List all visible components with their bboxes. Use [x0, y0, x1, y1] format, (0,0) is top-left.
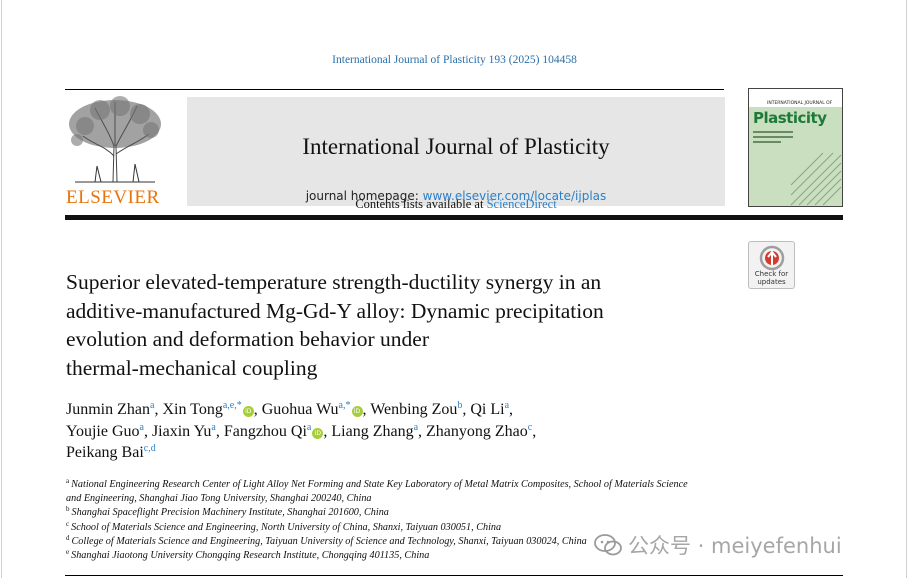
header-thick-rule [65, 215, 843, 220]
author-sep: , [362, 401, 371, 418]
author-affil-ref[interactable]: a [150, 400, 155, 411]
check-for-updates-button[interactable]: Check for updates [748, 241, 795, 289]
author-name[interactable]: Jiaxin Yu [151, 422, 212, 440]
author-name[interactable]: Xin Tong [162, 401, 223, 418]
homepage-link[interactable]: www.elsevier.com/locate/ijplas [422, 189, 607, 203]
contents-line: Contents lists available at ScienceDirec… [187, 197, 725, 212]
wechat-icon [594, 534, 622, 556]
author-name[interactable]: Peikang Bai [66, 444, 144, 461]
affiliation-item: e Shanghai Jiaotong University Chongqing … [66, 549, 726, 563]
update-check-icon [759, 245, 785, 271]
orcid-icon[interactable]: iD [312, 427, 324, 439]
author-sep: , [418, 422, 427, 440]
author-sep: , [462, 401, 471, 418]
homepage-line: journal homepage: www.elsevier.com/locat… [187, 189, 725, 203]
author-name[interactable]: Zhanyong Zhao [426, 422, 528, 440]
author-sep: , [215, 422, 224, 440]
author-sep: , [253, 401, 262, 418]
author-name[interactable]: Fangzhou Qi [223, 422, 307, 440]
wechat-watermark: 公众号 · meiyefenhui [594, 530, 842, 560]
elsevier-tree-logo [65, 96, 165, 208]
author-affil-ref[interactable]: a [504, 400, 510, 411]
affiliation-text: College of Materials Science and Enginee… [71, 535, 587, 547]
contents-prefix: Contents lists available at [355, 197, 487, 211]
journal-banner: Contents lists available at ScienceDirec… [187, 97, 725, 211]
cover-header [749, 89, 842, 107]
affiliation-text: Shanghai Jiaotong University Chongqing R… [71, 550, 430, 562]
sciencedirect-link[interactable]: ScienceDirect [486, 197, 557, 211]
check-updates-label: Check for updates [754, 270, 789, 286]
affiliation-label: d [66, 533, 70, 542]
affiliation-text: Shanghai Spaceflight Precision Machinery… [71, 507, 389, 519]
affiliation-text: School of Materials Science and Engineer… [71, 521, 502, 533]
cover-text-lines [753, 131, 793, 146]
affiliation-label: a [66, 477, 70, 485]
author-name[interactable]: Qi Li [470, 401, 505, 418]
title-line: Superior elevated-temperature strength-d… [66, 270, 602, 294]
author-affil-ref[interactable]: a,e,* [222, 400, 242, 411]
title-line: thermal-mechanical coupling [66, 355, 318, 380]
author-line: Junmin Zhana, Xin Tonga,e,*iD, Guohua Wu… [66, 399, 706, 421]
journal-citation[interactable]: International Journal of Plasticity 193 … [332, 54, 577, 66]
author-line: Peikang Baic,d [66, 442, 706, 464]
orcid-icon[interactable]: iD [242, 406, 254, 417]
affiliation-label: e [66, 548, 70, 557]
affiliation-label: b [66, 505, 70, 514]
homepage-prefix: journal homepage: [305, 189, 423, 203]
elsevier-wordmark: ELSEVIER [66, 187, 160, 208]
author-sep: , [143, 422, 152, 440]
author-name[interactable]: Wenbing Zou [370, 401, 458, 418]
affiliation-item: d College of Materials Science and Engine… [66, 533, 726, 549]
bottom-rule [65, 575, 843, 576]
author-name[interactable]: Guohua Wu [261, 401, 339, 418]
cover-small-text: INTERNATIONAL JOURNAL OF [767, 101, 833, 106]
author-list: Junmin Zhana, Xin Tonga,e,*iD, Guohua Wu… [66, 399, 706, 464]
affiliation-item: and Engineering, Shanghai Jiao Tong Univ… [66, 492, 726, 506]
author-affil-ref[interactable]: a [139, 421, 144, 433]
author-line: Youjie Guoa, Jiaxin Yua, Fangzhou QiaiD,… [66, 421, 706, 443]
affiliation-item: b Shanghai Spaceflight Precision Machiner… [66, 506, 726, 520]
author-sep: , [323, 422, 332, 440]
author-sep: , [532, 422, 537, 440]
author-affil-ref[interactable]: a [306, 421, 312, 433]
title-line: evolution and deformation behavior under [66, 327, 430, 351]
affiliation-text: National Engineering Research Center of … [71, 479, 688, 490]
author-affil-ref[interactable]: c,d [143, 443, 156, 454]
orcid-icon[interactable]: iD [351, 406, 363, 417]
affiliation-label: c [66, 519, 70, 528]
author-affil-ref[interactable]: a [413, 421, 419, 433]
affiliation-item: c School of Materials Science and Enginee… [66, 519, 726, 535]
journal-title: International Journal of Plasticity [302, 134, 610, 159]
author-name[interactable]: Liang Zhang [331, 422, 414, 440]
cover-artwork [790, 152, 842, 206]
affiliation-list: a National Engineering Research Center of… [66, 478, 726, 563]
paper-title: Superior elevated-temperature strength-d… [66, 268, 726, 382]
author-affil-ref[interactable]: c [527, 421, 533, 433]
author-sep: , [509, 401, 514, 418]
journal-cover-thumbnail[interactable]: INTERNATIONAL JOURNAL OF Plasticity [748, 88, 843, 207]
cover-journal-name: Plasticity [753, 109, 827, 127]
watermark-text: 公众号 · meiyefenhui [628, 534, 842, 558]
title-line: additive-manufactured Mg-Gd-Y alloy: Dyn… [66, 298, 604, 323]
author-affil-ref[interactable]: b [457, 400, 463, 411]
author-name[interactable]: Youjie Guo [66, 422, 140, 440]
author-sep: , [154, 401, 163, 418]
affiliation-item: a National Engineering Research Center of… [66, 478, 726, 492]
affiliation-text: and Engineering, Shanghai Jiao Tong Univ… [66, 493, 372, 505]
author-name[interactable]: Junmin Zhan [66, 401, 150, 418]
top-rule [65, 89, 724, 90]
author-affil-ref[interactable]: a [211, 421, 216, 433]
author-affil-ref[interactable]: a,* [338, 400, 351, 411]
